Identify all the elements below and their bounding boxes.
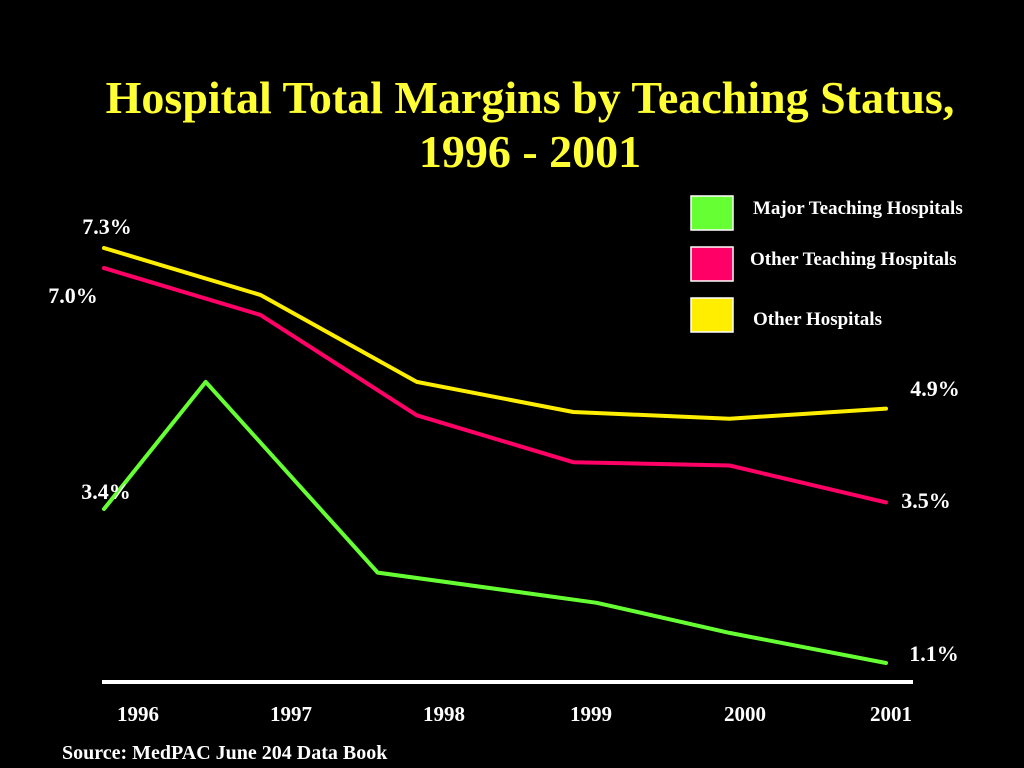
data-label-70: 7.0%	[48, 283, 98, 308]
series-line-other-hospitals	[102, 246, 888, 421]
legend-label-other-teaching-hospitals: Other Teaching Hospitals	[750, 249, 957, 270]
legend-label-other-hospitals: Other Hospitals	[753, 309, 882, 330]
data-label-49: 4.9%	[910, 376, 960, 401]
series-line-other-teaching-hospitals	[102, 266, 888, 505]
x-tick-label-2001: 2001	[870, 702, 912, 726]
legend-swatch-major-teaching-hospitals	[690, 195, 734, 231]
x-tick-label-1996: 1996	[117, 702, 159, 726]
x-tick-label-1999: 1999	[570, 702, 612, 726]
legend-swatch-other-hospitals	[690, 297, 734, 333]
x-tick-label-1997: 1997	[270, 702, 312, 726]
chart-title-line1: Hospital Total Margins by Teaching Statu…	[105, 72, 955, 123]
data-label-73: 7.3%	[82, 214, 132, 239]
x-tick-label-1998: 1998	[423, 702, 465, 726]
data-label-11: 1.1%	[909, 641, 959, 666]
x-tick-label-2000: 2000	[724, 702, 766, 726]
data-label-35: 3.5%	[901, 488, 951, 513]
legend-label-major-teaching-hospitals: Major Teaching Hospitals	[753, 198, 963, 219]
source-note: Source: MedPAC June 204 Data Book	[62, 742, 388, 764]
data-label-34: 3.4%	[81, 479, 131, 504]
legend-swatch-other-teaching-hospitals	[690, 246, 734, 282]
chart-title-line2: 1996 - 2001	[418, 126, 642, 177]
series-line-major-teaching-hospitals	[102, 379, 888, 665]
